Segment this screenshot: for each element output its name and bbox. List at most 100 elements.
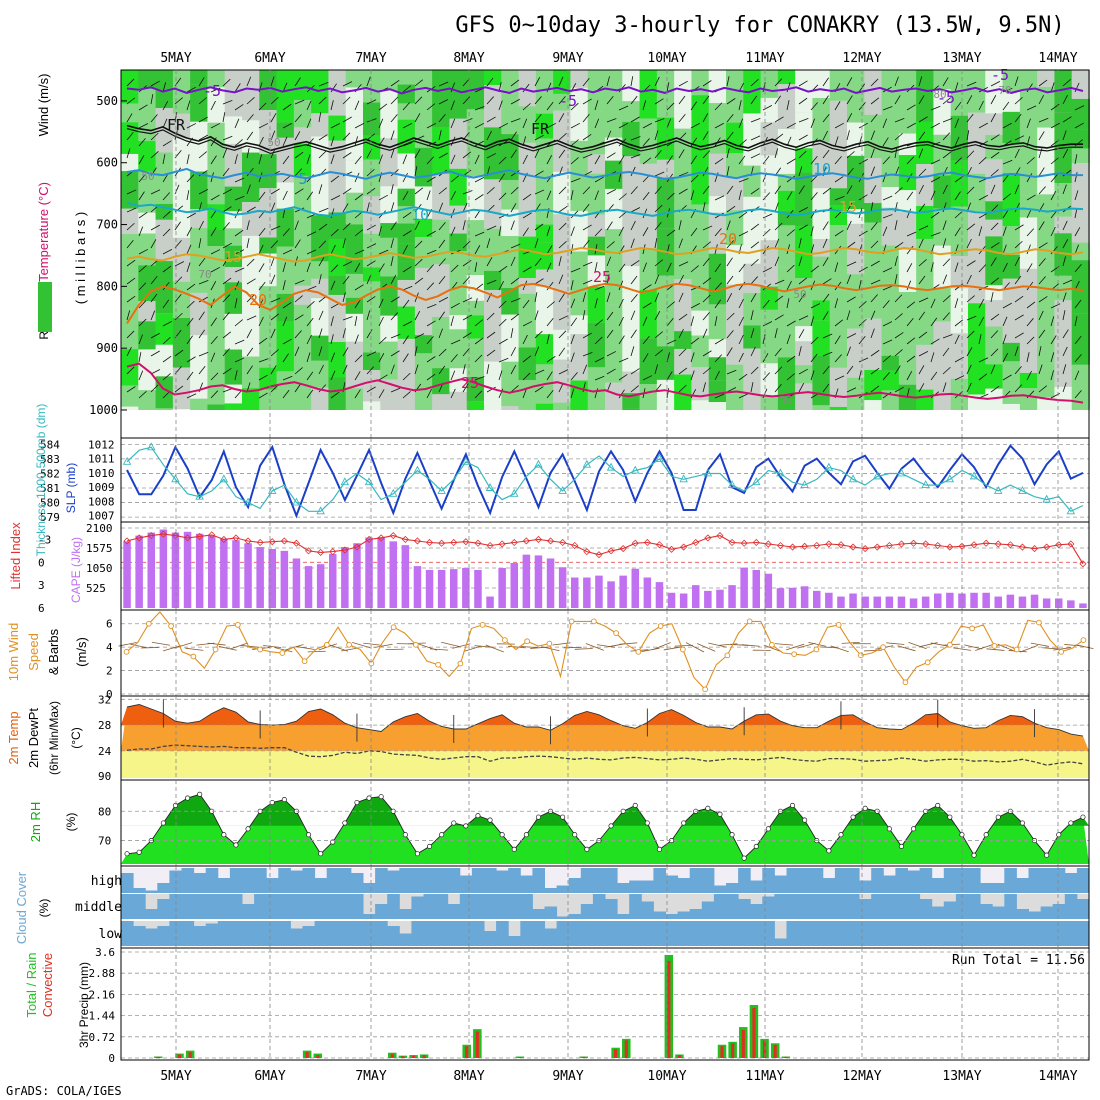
wind-barb — [498, 226, 502, 237]
wind-barb — [546, 190, 552, 201]
wind-barb — [150, 132, 159, 141]
wind-barb — [978, 299, 985, 309]
rh-cell — [1037, 260, 1056, 277]
rh-cell — [691, 295, 710, 311]
cape-bar — [583, 577, 591, 608]
contour-label: 70 — [998, 84, 1011, 97]
cape-bar — [341, 547, 349, 608]
temp-area — [121, 704, 1089, 751]
wind-barb — [726, 387, 737, 393]
cape-bar — [607, 581, 615, 608]
wind-tick: 2 — [106, 665, 113, 678]
wind-barb — [306, 262, 311, 273]
wind-barb — [198, 257, 206, 267]
cape-bar — [631, 568, 640, 608]
cloud-cell — [326, 921, 340, 946]
wind-barb — [1014, 366, 1022, 375]
isotherm-line — [126, 282, 1084, 325]
wind-barb — [282, 249, 293, 255]
wind-barb — [978, 194, 989, 201]
wind-barb — [246, 238, 250, 249]
rh-cell — [1019, 195, 1039, 218]
rh-cell — [933, 406, 952, 410]
wind-point — [991, 643, 998, 649]
cape-bar — [643, 577, 652, 608]
wind-barb — [702, 185, 710, 195]
rh-cell — [432, 394, 451, 410]
cloud-cell — [1028, 868, 1042, 893]
wind-barb — [834, 196, 845, 201]
wind-barb — [642, 316, 648, 327]
wind-barb — [402, 191, 409, 201]
cape-bar — [691, 585, 700, 608]
cloud-cell — [1004, 894, 1017, 919]
rh-cell — [172, 318, 192, 345]
wind-barb — [606, 311, 614, 321]
wind-barb — [426, 122, 437, 129]
rh-cell — [380, 186, 399, 224]
wind-barb — [654, 171, 665, 177]
wind-barb — [1014, 76, 1019, 87]
wind-barb — [186, 371, 194, 381]
rh-point — [378, 794, 384, 800]
wind-point — [145, 620, 152, 627]
wind-barb — [798, 207, 809, 213]
wind-barb — [354, 136, 358, 147]
wind-point — [502, 637, 508, 643]
wind-barb — [1062, 256, 1066, 267]
rh-cell — [674, 348, 693, 375]
rh-cell — [1002, 304, 1021, 343]
rh-cell — [466, 156, 485, 177]
cloud-cell — [1076, 868, 1090, 893]
rh-cell — [190, 70, 209, 85]
wind-barb — [810, 118, 816, 129]
wind-barb — [954, 191, 961, 201]
wind-barb — [138, 174, 146, 183]
wind-barb — [258, 374, 268, 381]
cloud-cell — [847, 921, 860, 946]
rh-cell — [985, 219, 1004, 237]
wind-barb — [630, 329, 637, 339]
cloud-cell — [871, 921, 884, 946]
wind-barb — [378, 194, 388, 201]
rh-cell — [864, 70, 883, 115]
rh-cell — [121, 103, 140, 123]
wind-barb — [150, 275, 158, 285]
rh-cell — [898, 88, 918, 108]
wind-barb — [810, 156, 818, 165]
rh-cell — [916, 70, 935, 122]
wind-barb — [702, 241, 712, 249]
cloud-cell — [738, 868, 751, 893]
wind-barb — [606, 368, 616, 375]
wind-barb — [954, 334, 960, 345]
wind-barb — [138, 282, 147, 291]
wind-barb — [390, 333, 401, 339]
rh-cell — [363, 267, 382, 282]
wind-barb — [162, 355, 172, 363]
cloud-cell — [1016, 878, 1029, 893]
wind-barb — [138, 226, 144, 237]
wind-barb — [366, 202, 370, 213]
wind-barb — [474, 106, 485, 111]
wind-barb — [762, 267, 773, 273]
wind-barb — [246, 347, 254, 357]
cloud-cell — [907, 921, 921, 946]
cape-bar — [776, 588, 785, 608]
wind-barb — [438, 99, 449, 105]
wind-barb — [354, 334, 359, 345]
rh-cell — [622, 330, 641, 372]
thickness-tick: 582 — [40, 467, 60, 480]
precip-conv-bar — [773, 1044, 777, 1058]
wind-barb — [919, 642, 938, 648]
cloud-cell — [302, 868, 316, 893]
wind-barb — [870, 97, 880, 105]
wind-barb — [534, 292, 538, 303]
wind-barb — [234, 154, 238, 165]
cloud-cell — [532, 909, 545, 919]
wind-barb — [654, 130, 659, 141]
wind-barb — [834, 156, 842, 165]
wind-barb — [126, 240, 134, 249]
wind-barb — [810, 370, 815, 381]
wind-barb — [450, 370, 456, 381]
wind-barb — [774, 643, 794, 646]
